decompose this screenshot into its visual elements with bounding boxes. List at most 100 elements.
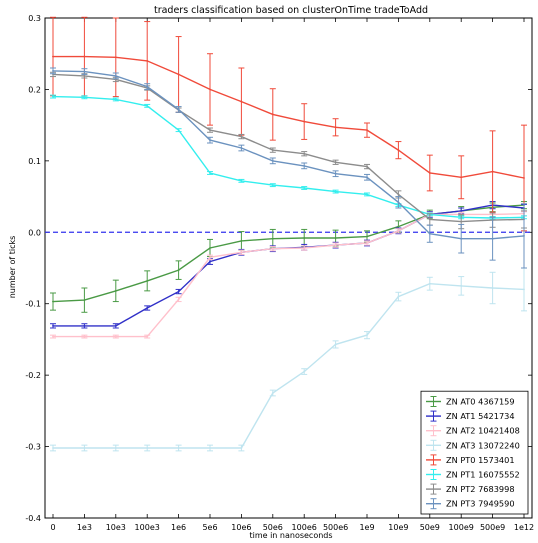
- data-point: [303, 247, 306, 249]
- data-point: [428, 218, 431, 221]
- data-point: [52, 95, 54, 98]
- x-tick-label: 10e6: [231, 523, 251, 532]
- data-point: [334, 190, 337, 193]
- data-point: [83, 70, 86, 73]
- data-point: [460, 209, 463, 212]
- data-point: [240, 135, 243, 138]
- data-point: [52, 324, 54, 327]
- data-point: [460, 220, 463, 223]
- data-point: [209, 256, 211, 259]
- data-point: [523, 177, 525, 179]
- data-point: [209, 447, 211, 449]
- data-point: [366, 235, 368, 238]
- data-point: [83, 55, 86, 58]
- data-point: [240, 147, 243, 149]
- data-point: [303, 164, 306, 167]
- data-point: [334, 343, 337, 346]
- chart-title: traders classification based on clusterO…: [154, 5, 428, 16]
- data-point: [52, 335, 54, 338]
- data-point: [303, 152, 306, 155]
- y-tick-label: 0.3: [28, 14, 41, 23]
- data-point: [209, 88, 211, 91]
- x-tick-label: 10e9: [388, 523, 408, 532]
- data-point: [334, 172, 337, 175]
- data-point: [209, 129, 211, 132]
- data-point: [240, 179, 243, 182]
- series-line: [52, 95, 525, 219]
- x-tick-label: 100e6: [292, 523, 317, 532]
- data-point: [271, 237, 274, 240]
- x-tick-label: 1e6: [171, 523, 186, 532]
- legend-label: ZN AT1 5421734: [446, 411, 515, 421]
- data-point: [240, 239, 243, 242]
- data-point: [83, 96, 86, 99]
- data-point: [240, 100, 243, 103]
- data-point: [114, 289, 117, 292]
- data-point: [366, 334, 368, 337]
- legend-label: ZN AT2 10421408: [446, 426, 520, 436]
- x-tick-label: 50e9: [420, 523, 440, 532]
- data-point: [491, 170, 494, 173]
- data-point: [209, 139, 211, 142]
- data-point: [271, 113, 274, 116]
- x-tick-label: 0: [50, 523, 55, 532]
- data-point: [114, 324, 117, 327]
- data-point: [146, 85, 149, 88]
- data-point: [177, 290, 180, 293]
- y-axis-label: number of ticks: [8, 236, 17, 299]
- x-tick-label: 1e3: [77, 523, 92, 532]
- series-6: [50, 71, 527, 230]
- data-point: [177, 108, 180, 111]
- data-point: [397, 295, 400, 298]
- series-2: [50, 211, 527, 339]
- data-point: [303, 120, 306, 123]
- data-point: [146, 307, 149, 309]
- y-tick-label: -0.2: [25, 371, 41, 380]
- data-point: [491, 237, 494, 240]
- data-point: [146, 279, 149, 282]
- data-point: [240, 251, 243, 254]
- data-point: [52, 300, 54, 303]
- data-point: [177, 298, 180, 301]
- data-point: [397, 201, 400, 204]
- series-line: [53, 282, 525, 449]
- data-point: [334, 244, 337, 247]
- data-point: [146, 447, 149, 449]
- data-point: [366, 242, 368, 244]
- data-point: [271, 184, 274, 187]
- x-axis-label: time in nanoseconds: [249, 531, 332, 540]
- data-point: [397, 225, 400, 228]
- data-point: [146, 335, 149, 338]
- data-point: [460, 176, 463, 179]
- data-point: [114, 74, 117, 77]
- plot-area: 0.3 0.2 0.1 0.0 -0.1 -0.2 -0.3 -0.4 0 1e3 10e3 100e…: [25, 14, 534, 532]
- data-point: [334, 161, 337, 164]
- data-point: [146, 104, 149, 107]
- data-point: [460, 237, 463, 240]
- data-point: [146, 59, 149, 62]
- x-tick-label: 100e9: [449, 523, 474, 532]
- data-point: [334, 237, 337, 239]
- data-point: [366, 193, 368, 196]
- legend-label: ZN PT2 7683998: [446, 484, 515, 494]
- legend-label: ZN AT3 13072240: [446, 440, 520, 450]
- data-point: [177, 73, 180, 76]
- legend-label: ZN AT0 4367159: [446, 397, 515, 407]
- data-point: [83, 74, 86, 77]
- series-line: [53, 55, 525, 179]
- x-tick-label: 1e12: [514, 523, 534, 532]
- data-point: [209, 260, 211, 263]
- series-7: [50, 67, 527, 269]
- data-point: [460, 284, 463, 287]
- series-line: [52, 73, 525, 223]
- legend-label: ZN PT1 16075552: [446, 470, 520, 480]
- data-point: [114, 447, 117, 449]
- legend-box: [420, 390, 529, 515]
- y-tick-label: 0.2: [28, 85, 41, 94]
- y-tick-label: 0.1: [28, 157, 41, 166]
- data-point: [83, 335, 86, 338]
- data-point: [303, 237, 306, 239]
- data-point: [209, 172, 211, 174]
- data-point: [428, 232, 431, 235]
